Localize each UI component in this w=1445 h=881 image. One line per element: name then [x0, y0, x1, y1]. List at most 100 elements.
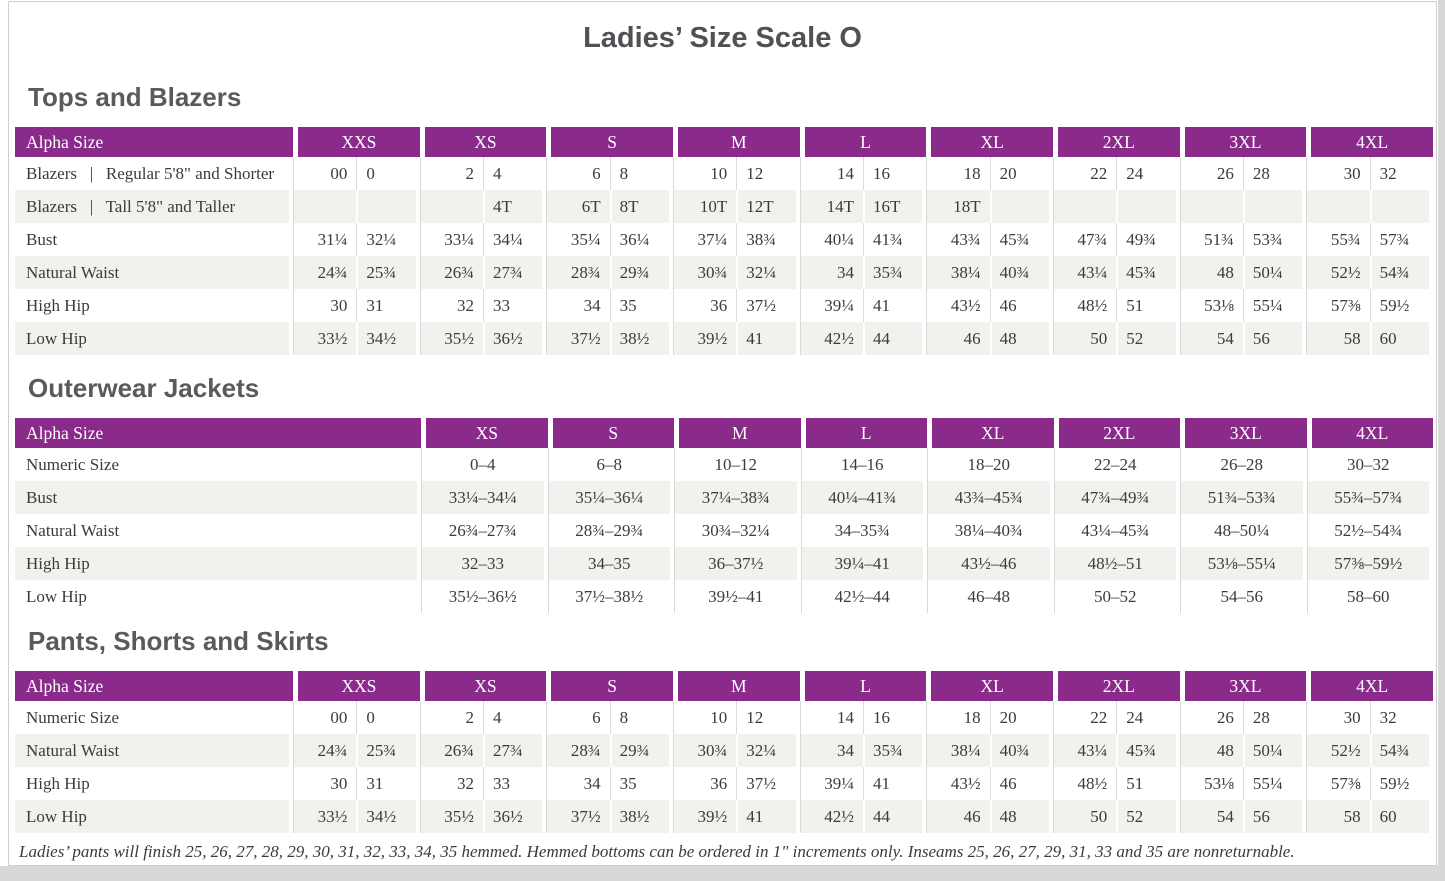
cell: 43¾–45¾: [927, 481, 1054, 514]
cell: 55¾: [1306, 223, 1370, 256]
table-row: Bust 31¼ 32¼ 33¼ 34¼ 35¼ 36¼ 37¼ 38¾ 40¼ 41¾ 43¾ 45¾…: [15, 223, 1433, 256]
cell: 00: [293, 157, 357, 190]
cell: 35¾: [862, 256, 927, 289]
cell: 43½–46: [927, 547, 1054, 580]
cell: 14: [799, 157, 863, 190]
cell: 46: [926, 800, 990, 833]
cell: 22: [1052, 157, 1117, 190]
cell: 58: [1306, 322, 1370, 355]
cell: 16: [862, 157, 927, 190]
cell: 47¾: [1052, 223, 1117, 256]
cell: 24¾: [293, 256, 357, 289]
cell: 30¾–32¼: [674, 514, 801, 547]
cell: 4: [482, 701, 547, 734]
table-row: Natural Waist 24¾ 25¾ 26¾ 27¾ 28¾ 29¾ 30¾ 32¼ 34 3…: [15, 256, 1433, 289]
group-header-m: M: [674, 418, 801, 448]
cell: 49¾: [1116, 223, 1180, 256]
cell: 39½–41: [674, 580, 801, 613]
group-header-m: M: [672, 671, 800, 701]
cell: 27¾: [482, 256, 547, 289]
cell: 43¾: [926, 223, 990, 256]
cell: 0: [356, 701, 420, 734]
cell: 26¾: [419, 256, 483, 289]
cell: 12: [736, 701, 800, 734]
cell: 51: [1116, 289, 1180, 322]
cell: 38¼: [926, 256, 990, 289]
cell: 16: [862, 701, 927, 734]
cell: 48–50¼: [1180, 514, 1307, 547]
cell: 36½: [482, 800, 547, 833]
cell: 48½–51: [1053, 547, 1180, 580]
cell: 42½: [799, 322, 863, 355]
cell: 37½: [736, 289, 800, 322]
cell: 47¾–49¾: [1053, 481, 1180, 514]
alpha-size-header: Alpha Size: [15, 418, 421, 448]
cell: 50: [1052, 800, 1117, 833]
cell: 50–52: [1053, 580, 1180, 613]
cell: 32: [1369, 701, 1433, 734]
cell: 50¼: [1242, 734, 1307, 767]
cell: 38½: [609, 800, 673, 833]
cell: 34: [546, 289, 610, 322]
cell: 10: [672, 701, 737, 734]
cell: 8: [609, 157, 673, 190]
cell: 41: [736, 322, 800, 355]
cell: 26¾–27¾: [421, 514, 548, 547]
cell: 36½: [482, 322, 547, 355]
group-header-2xl: 2XL: [1052, 671, 1180, 701]
row-label: High Hip: [15, 767, 293, 800]
cell: 32¼: [736, 256, 800, 289]
cell: 54¾: [1369, 256, 1433, 289]
section-heading-outerwear-jackets: Outerwear Jackets: [28, 373, 260, 403]
group-header-xl: XL: [926, 127, 1053, 157]
cell: 14–16: [800, 448, 927, 481]
cell: 8T: [609, 190, 673, 223]
cell: 37½: [546, 322, 610, 355]
cell: 40¾: [989, 734, 1053, 767]
cell: 32: [1369, 157, 1433, 190]
size-table-tops-and-blazers: Alpha Size XXS XS S M L XL 2XL 3XL 4XL Blazers | R…: [15, 127, 1433, 355]
cell: 50¼: [1242, 256, 1307, 289]
cell: 40¼: [799, 223, 863, 256]
cell: 10: [672, 157, 737, 190]
cell: 40¼–41¾: [800, 481, 927, 514]
cell: 14: [799, 701, 863, 734]
cell: 4T: [482, 190, 547, 223]
cell: 52½: [1306, 734, 1370, 767]
cell: [1306, 190, 1370, 223]
group-header-l: L: [799, 127, 927, 157]
row-label: Numeric Size: [15, 701, 293, 734]
cell: 43¼: [1052, 734, 1117, 767]
cell: 37¼: [672, 223, 737, 256]
cell: 46: [926, 322, 990, 355]
cell: 56: [1242, 800, 1307, 833]
table-row: Natural Waist 24¾ 25¾ 26¾ 27¾ 28¾ 29¾ 30¾ 32¼ 34 3…: [15, 734, 1433, 767]
cell: 30¾: [672, 256, 737, 289]
cell: 35¼–36¼: [547, 481, 674, 514]
cell: 39¼: [799, 767, 863, 800]
cell: 36: [672, 767, 737, 800]
cell: 55¼: [1242, 289, 1307, 322]
cell: 36: [672, 289, 737, 322]
cell: 26¾: [419, 734, 483, 767]
cell: 30¾: [672, 734, 737, 767]
group-header-xs: XS: [421, 418, 548, 448]
group-header-4xl: 4XL: [1306, 671, 1433, 701]
group-header-xs: XS: [419, 127, 547, 157]
cell: 48: [1179, 256, 1243, 289]
cell: 55¾–57¾: [1306, 481, 1433, 514]
cell: 34–35¾: [800, 514, 927, 547]
row-label: Numeric Size: [15, 448, 421, 481]
cell: 57⅜: [1306, 289, 1370, 322]
row-label: Blazers | Tall 5'8" and Taller: [15, 190, 293, 223]
cell: 53⅛: [1179, 767, 1243, 800]
cell: 2: [419, 157, 483, 190]
group-header-3xl: 3XL: [1179, 671, 1307, 701]
header-row: Alpha Size XS S M L XL 2XL 3XL 4XL: [15, 418, 1433, 448]
row-label: Low Hip: [15, 580, 421, 613]
group-header-xl: XL: [927, 418, 1054, 448]
cell: 60: [1369, 322, 1433, 355]
cell: [356, 190, 420, 223]
cell: 10T: [672, 190, 737, 223]
cell: 46: [989, 289, 1053, 322]
